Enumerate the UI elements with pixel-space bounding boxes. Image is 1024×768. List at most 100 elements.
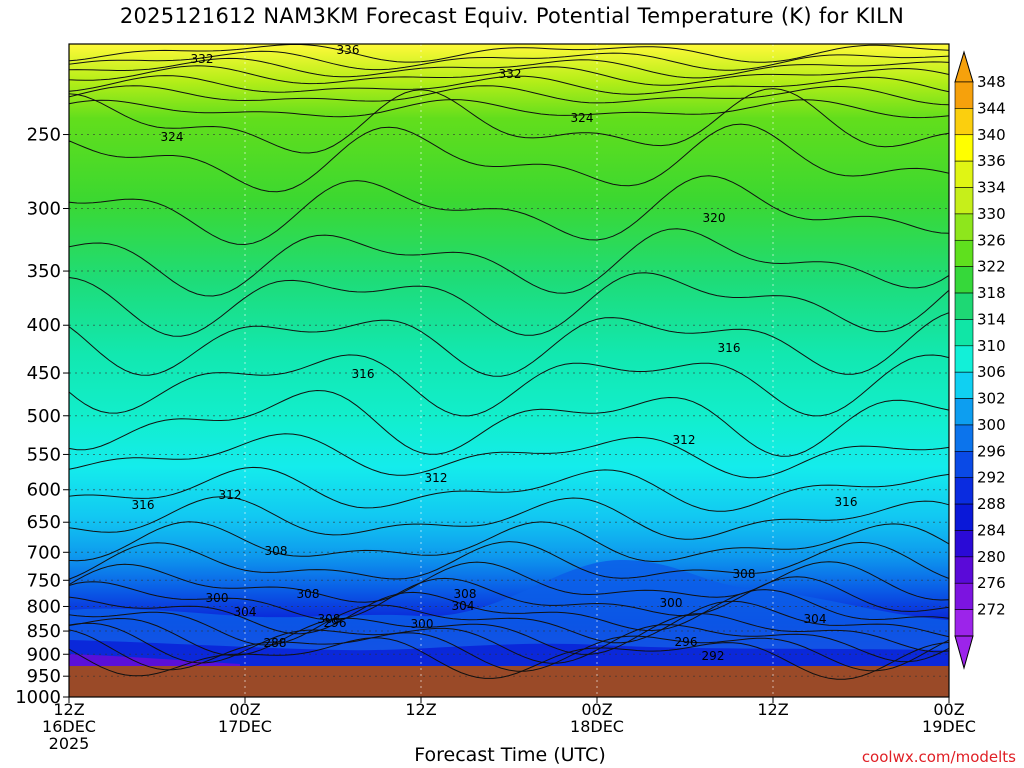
contour-line-17 — [68, 496, 950, 540]
colorbar-label-306-11: 306 — [977, 363, 1006, 381]
colorbar-label-340-2: 340 — [977, 126, 1006, 144]
colorbar-label-318-8: 318 — [977, 284, 1006, 302]
theta-e-field — [69, 44, 949, 697]
colorbar-swatch-14 — [954, 451, 974, 479]
colorbar-top-arrow — [954, 50, 974, 83]
contour-line-12 — [68, 312, 950, 377]
contour-label-7: 316 — [718, 341, 741, 355]
colorbar-swatch-17 — [954, 530, 974, 558]
y-tick-label-1000: 1000 — [15, 687, 61, 708]
contour-label-22: 300 — [206, 591, 229, 605]
colorbar-label-330-5: 330 — [977, 205, 1006, 223]
chart-title: 2025121612 NAM3KM Forecast Equiv. Potent… — [119, 4, 905, 28]
colorbar-swatch-3 — [954, 160, 974, 188]
contour-lines — [68, 43, 950, 680]
y-tick-label-300: 300 — [27, 199, 61, 220]
contour-label-17: 308 — [318, 612, 341, 626]
contour-label-9: 316 — [835, 495, 858, 509]
contour-label-25: 296 — [324, 616, 347, 630]
credit-text: coolwx.com/modelts — [861, 748, 1016, 766]
contour-label-26: 292 — [702, 649, 725, 663]
contour-line-16 — [68, 466, 950, 512]
colorbar-swatch-2 — [954, 134, 974, 162]
colorbar-swatch-10 — [954, 345, 974, 373]
contour-line-23 — [68, 600, 950, 646]
colorbar-label-322-7: 322 — [977, 258, 1006, 276]
colorbar-swatch-7 — [954, 266, 974, 294]
contour-label-10: 312 — [219, 488, 242, 502]
colorbar-swatch-12 — [954, 398, 974, 426]
contour-label-14: 308 — [297, 587, 320, 601]
contour-line-4 — [68, 75, 950, 95]
colorbar-swatch-19 — [954, 582, 974, 610]
theta-e-fill — [69, 44, 949, 666]
colorbar-label-276-19: 276 — [977, 574, 1006, 592]
contour-line-9 — [68, 175, 950, 246]
coldest-layer-fill — [69, 640, 949, 666]
colorbar-label-302-12: 302 — [977, 390, 1006, 408]
colorbar-swatch-16 — [954, 503, 974, 531]
contour-line-0 — [68, 43, 950, 63]
x-tick-label-3-1: 18DEC — [570, 717, 624, 736]
contour-label-21: 300 — [660, 596, 683, 610]
y-tick-label-800: 800 — [27, 596, 61, 617]
x-tick-label-2-0: 12Z — [405, 700, 436, 719]
contour-line-3 — [68, 65, 950, 86]
contour-line-5 — [68, 85, 950, 106]
y-tick-label-750: 750 — [27, 570, 61, 591]
contour-line-10 — [68, 228, 950, 297]
contour-label-11: 312 — [425, 471, 448, 485]
contour-label-6: 316 — [352, 367, 375, 381]
colorbar-label-344-1: 344 — [977, 99, 1006, 117]
colorbar-label-310-10: 310 — [977, 337, 1006, 355]
colorbar: 348 344 340 336 334 330 326 322 318 314 310 306 302 3… — [954, 50, 1006, 670]
contour-line-13 — [68, 354, 950, 417]
colorbar-label-284-17: 284 — [977, 521, 1006, 539]
contour-line-21 — [68, 576, 950, 621]
x-tick-label-4-0: 12Z — [757, 700, 788, 719]
contour-label-0: 336 — [337, 43, 360, 57]
y-tick-label-700: 700 — [27, 542, 61, 563]
colorbar-swatch-20 — [954, 609, 974, 637]
x-tick-label-5-0: 00Z — [933, 700, 964, 719]
contour-label-13: 308 — [265, 544, 288, 558]
colorbar-swatch-6 — [954, 239, 974, 267]
contour-label-2: 332 — [499, 67, 522, 81]
colorbar-label-280-18: 280 — [977, 548, 1006, 566]
contour-line-8 — [68, 123, 950, 193]
colorbar-label-292-15: 292 — [977, 469, 1006, 487]
contour-label-20: 304 — [452, 599, 475, 613]
y-tick-label-350: 350 — [27, 261, 61, 282]
colorbar-label-288-16: 288 — [977, 495, 1006, 513]
y-tick-label-500: 500 — [27, 406, 61, 427]
contour-line-27 — [68, 637, 950, 680]
colorbar-label-296-14: 296 — [977, 442, 1006, 460]
y-tick-label-550: 550 — [27, 444, 61, 465]
colorbar-swatch-0 — [954, 81, 974, 109]
contour-line-14 — [68, 389, 950, 457]
contour-label-23: 300 — [411, 617, 434, 631]
contour-line-2 — [68, 57, 950, 79]
x-tick-label-0-2: 2025 — [49, 734, 90, 753]
x-axis-title: Forecast Time (UTC) — [414, 744, 606, 766]
contour-label-5: 320 — [703, 211, 726, 225]
contour-line-24 — [68, 613, 950, 656]
y-tick-label-450: 450 — [27, 363, 61, 384]
contour-label-8: 316 — [132, 498, 155, 512]
colorbar-swatch-5 — [954, 213, 974, 241]
contour-line-26 — [68, 629, 950, 672]
contour-line-19 — [68, 541, 950, 580]
contour-line-11 — [68, 272, 950, 337]
colorbar-swatch-15 — [954, 477, 974, 505]
colorbar-label-326-6: 326 — [977, 231, 1006, 249]
contour-line-1 — [68, 50, 950, 71]
contour-label-4: 324 — [161, 130, 184, 144]
colorbar-label-348-0: 348 — [977, 73, 1006, 91]
contour-label-19: 304 — [234, 605, 257, 619]
colorbar-label-272-20: 272 — [977, 601, 1006, 619]
x-tick-label-1-1: 17DEC — [218, 717, 272, 736]
contour-label-27: 288 — [264, 636, 287, 650]
contour-line-15 — [68, 433, 950, 479]
colorbar-label-314-9: 314 — [977, 310, 1006, 328]
